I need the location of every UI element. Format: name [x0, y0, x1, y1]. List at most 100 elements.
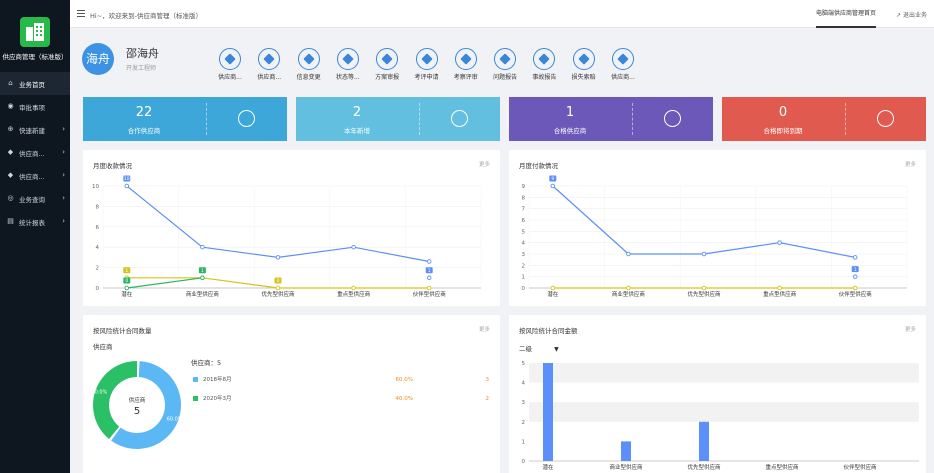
sidebar-nav: ⌂ 业务首页 ◉ 审批事项 ⊕ 快速新建 › ◆ 供应商... › ◆ 供应商... › ◎ 业务查询 › ▤ 统… — [0, 72, 70, 233]
avatar[interactable]: 海舟 — [82, 43, 114, 75]
top-bar: Hi~，欢迎来到-供应商管理（标准版） 电脑端供应商管理首页 ↗ 退出业务 — [70, 0, 934, 28]
stat-divider — [845, 103, 846, 135]
data-label-bg — [425, 267, 433, 274]
quick-action-4[interactable]: 方案审报 — [372, 48, 402, 81]
sidebar-item-4[interactable]: ◆ 供应商... › — [0, 164, 70, 187]
x-tick-label: 潜在 — [547, 290, 559, 298]
stat-label: 合格供应商 — [553, 127, 587, 135]
legend-value: 3 — [486, 377, 490, 383]
x-tick-label: 优先型供应商 — [687, 290, 721, 298]
sidebar-item-6[interactable]: ▤ 统计报表 › — [0, 210, 70, 233]
stat-card-1[interactable]: 2 本年新增 — [296, 97, 500, 141]
sidebar-item-3[interactable]: ◆ 供应商... › — [0, 141, 70, 164]
data-point — [426, 275, 432, 281]
grid-band — [529, 441, 919, 461]
grid-band — [529, 363, 919, 383]
data-point — [626, 251, 631, 257]
series-line — [126, 277, 203, 289]
level-dropdown-value: 二级 — [519, 345, 532, 353]
sidebar-item-label: 统计报表 — [19, 218, 45, 227]
data-label-bg — [198, 267, 206, 274]
cube-icon — [533, 48, 556, 70]
data-label: 1 — [854, 267, 857, 273]
quick-action-1[interactable]: 供应商... — [254, 48, 284, 81]
quick-action-label: 考察评审 — [453, 74, 478, 81]
stat-card-0[interactable]: 22 合作供应商 — [83, 97, 287, 141]
series-line — [552, 185, 856, 258]
slice-pct-label: 60.0% — [167, 416, 183, 422]
x-tick-label: 重点型供应商 — [765, 463, 799, 471]
data-label: 1 — [125, 268, 128, 274]
donut-slice — [111, 361, 181, 449]
data-label: 0 — [125, 278, 128, 284]
y-tick-label: 6 — [96, 225, 100, 231]
cube-icon — [336, 48, 359, 70]
more-link[interactable]: 更多 — [904, 162, 916, 168]
quick-action-label: 事故报告 — [532, 74, 557, 81]
quick-action-label: 考评申请 — [414, 74, 439, 81]
quick-action-7[interactable]: 问题报告 — [490, 48, 520, 81]
data-point — [124, 183, 130, 189]
sidebar-item-2[interactable]: ⊕ 快速新建 › — [0, 118, 70, 141]
quick-action-label: 状态等... — [336, 74, 360, 81]
cube-icon — [494, 48, 517, 70]
slice-pct-label: 40.0% — [91, 390, 107, 396]
bar — [699, 421, 709, 461]
welcome-text: Hi~，欢迎来到-供应商管理（标准版） — [90, 12, 202, 20]
data-point — [351, 285, 356, 291]
quick-action-3[interactable]: 状态等... — [333, 48, 363, 81]
sidebar-item-label: 快速新建 — [19, 126, 45, 135]
more-link[interactable]: 更多 — [904, 327, 916, 333]
profile-row: 海舟 邵海舟 开发工程师 供应商... 供应商... 信息变更 状态等... 方案审报 考… — [70, 28, 934, 90]
stat-card-3[interactable]: 0 合格即将到期 — [722, 97, 926, 141]
y-tick-label: 2 — [522, 263, 526, 269]
data-label-bg — [274, 277, 282, 284]
x-tick-label: 商业型供应商 — [612, 290, 646, 298]
risk-amount-panel: 按风险统计合同金额 更多 二级 ▼ 0 1 2 3 4 5 潜在 商业型供应商 优先型供应商 重点… — [509, 315, 926, 473]
quick-action-6[interactable]: 考察评审 — [451, 48, 481, 81]
y-tick-label: 4 — [522, 241, 526, 247]
data-label: 1 — [201, 268, 204, 274]
query-icon: ◎ — [7, 194, 14, 202]
stat-divider — [632, 103, 633, 135]
user-role: 开发工程师 — [126, 65, 157, 72]
data-point — [124, 285, 130, 291]
quick-action-0[interactable]: 供应商... — [215, 48, 245, 81]
level-dropdown[interactable]: 二级 ▼ — [519, 343, 559, 353]
cube-icon — [297, 48, 320, 70]
data-label-bg — [851, 266, 859, 273]
quick-action-5[interactable]: 考评申请 — [412, 48, 442, 81]
data-point — [701, 285, 707, 291]
home-icon: ⌂ — [8, 79, 13, 87]
stat-divider — [206, 103, 207, 135]
data-label-bg — [549, 175, 557, 182]
sidebar-item-5[interactable]: ◎ 业务查询 › — [0, 187, 70, 210]
x-tick-label: 优先型供应商 — [687, 463, 721, 471]
logout-link[interactable]: ↗ 退出业务 — [896, 10, 927, 19]
sidebar-item-0[interactable]: ⌂ 业务首页 — [0, 72, 70, 95]
sidebar-item-1[interactable]: ◉ 审批事项 — [0, 95, 70, 118]
panel-title: 月度付款情况 — [519, 162, 558, 170]
y-tick-label: 8 — [522, 195, 526, 201]
more-link[interactable]: 更多 — [478, 327, 490, 333]
more-link[interactable]: 更多 — [478, 162, 490, 168]
legend-pct: 40.0% — [396, 396, 413, 402]
cube-icon — [219, 48, 241, 70]
quick-action-8[interactable]: 事故报告 — [529, 48, 559, 81]
quick-action-2[interactable]: 信息变更 — [294, 48, 324, 81]
stat-label: 合格即将到期 — [763, 127, 803, 135]
tab-home[interactable]: 电脑端供应商管理首页 — [816, 0, 877, 28]
menu-toggle-icon[interactable] — [77, 10, 85, 17]
data-point — [426, 259, 432, 264]
sidebar-item-label: 供应商... — [19, 149, 45, 158]
panel-title: 月度收款情况 — [93, 162, 132, 170]
data-label-bg — [123, 267, 131, 274]
quick-action-10[interactable]: 供应商... — [608, 48, 638, 81]
handshake-icon — [238, 110, 255, 127]
donut-center-value: 5 — [134, 406, 140, 417]
panel-subtitle: 供应商 — [93, 343, 113, 351]
quick-action-9[interactable]: 损失索赔 — [569, 48, 599, 81]
stat-card-2[interactable]: 1 合格供应商 — [509, 97, 713, 141]
chevron-right-icon: › — [62, 217, 65, 225]
